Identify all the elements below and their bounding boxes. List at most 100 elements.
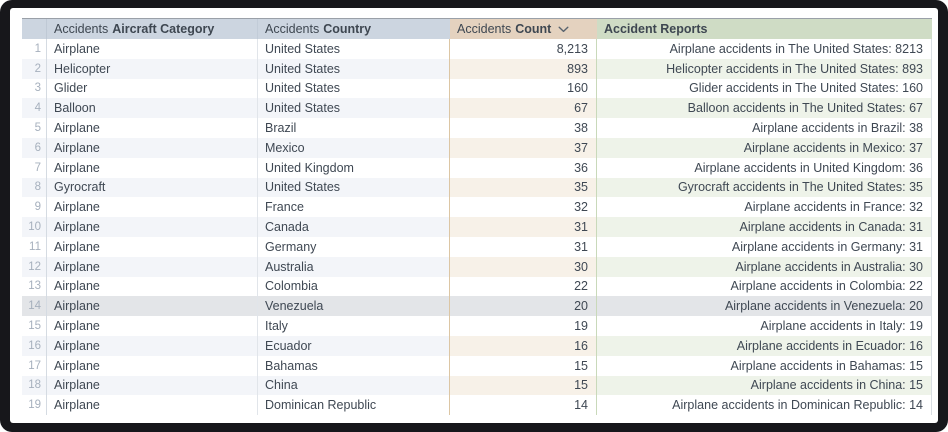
table-row[interactable]: 12 Airplane Australia 30 Airplane accide… bbox=[22, 256, 932, 277]
row-number: 18 bbox=[22, 375, 47, 396]
table-row[interactable]: 8 Gyrocraft United States 35 Gyrocraft a… bbox=[22, 177, 932, 198]
table-row[interactable]: 3 Glider United States 160 Glider accide… bbox=[22, 78, 932, 99]
row-number: 10 bbox=[22, 217, 47, 237]
cell-aircraft-category: Airplane bbox=[47, 375, 258, 396]
column-header-label: Accident Reports bbox=[604, 22, 708, 36]
cell-accident-report: Airplane accidents in Venezuela: 20 bbox=[597, 296, 932, 317]
table-row[interactable]: 19 Airplane Dominican Republic 14 Airpla… bbox=[22, 395, 932, 416]
cell-accident-report: Airplane accidents in Germany: 31 bbox=[597, 236, 932, 257]
cell-country: Australia bbox=[258, 256, 450, 277]
column-header-count[interactable]: Accidents Count bbox=[450, 19, 597, 39]
table-row[interactable]: 1 Airplane United States 8,213 Airplane … bbox=[22, 39, 932, 59]
cell-country: Venezuela bbox=[258, 296, 450, 317]
cell-count: 31 bbox=[450, 217, 597, 237]
cell-count: 37 bbox=[450, 137, 597, 158]
cell-count: 19 bbox=[450, 316, 597, 336]
table-row[interactable]: 2 Helicopter United States 893 Helicopte… bbox=[22, 58, 932, 79]
content-area: Accidents Aircraft Category Accidents Co… bbox=[10, 8, 938, 423]
table-header: Accidents Aircraft Category Accidents Co… bbox=[22, 19, 932, 39]
cell-accident-report: Airplane accidents in France: 32 bbox=[597, 197, 932, 218]
cell-count: 35 bbox=[450, 177, 597, 198]
column-header-aircraft-category[interactable]: Accidents Aircraft Category bbox=[47, 19, 258, 39]
table-row[interactable]: 17 Airplane Bahamas 15 Airplane accident… bbox=[22, 355, 932, 376]
cell-country: United Kingdom bbox=[258, 157, 450, 178]
row-number: 4 bbox=[22, 98, 47, 119]
table-row[interactable]: 16 Airplane Ecuador 16 Airplane accident… bbox=[22, 335, 932, 356]
cell-count: 16 bbox=[450, 335, 597, 356]
cell-country: United States bbox=[258, 58, 450, 79]
cell-accident-report: Balloon accidents in The United States: … bbox=[597, 98, 932, 119]
cell-accident-report: Airplane accidents in Italy: 19 bbox=[597, 316, 932, 336]
cell-aircraft-category: Airplane bbox=[47, 197, 258, 218]
row-number: 19 bbox=[22, 395, 47, 416]
cell-aircraft-category: Airplane bbox=[47, 355, 258, 376]
table-row[interactable]: 6 Airplane Mexico 37 Airplane accidents … bbox=[22, 137, 932, 158]
cell-aircraft-category: Glider bbox=[47, 78, 258, 99]
row-number: 16 bbox=[22, 335, 47, 356]
cell-count: 30 bbox=[450, 256, 597, 277]
column-header-country[interactable]: Accidents Country bbox=[258, 19, 450, 39]
row-number: 17 bbox=[22, 355, 47, 376]
cell-accident-report: Airplane accidents in Bahamas: 15 bbox=[597, 355, 932, 376]
table-row[interactable]: 18 Airplane China 15 Airplane accidents … bbox=[22, 375, 932, 396]
row-number: 15 bbox=[22, 316, 47, 336]
cell-count: 15 bbox=[450, 375, 597, 396]
column-header-label: Aircraft Category bbox=[112, 22, 215, 36]
table-row[interactable]: 14 Airplane Venezuela 20 Airplane accide… bbox=[22, 296, 932, 317]
cell-accident-report: Airplane accidents in United Kingdom: 36 bbox=[597, 157, 932, 178]
column-header-table-prefix: Accidents bbox=[457, 22, 512, 36]
cell-aircraft-category: Airplane bbox=[47, 296, 258, 317]
cell-country: Colombia bbox=[258, 276, 450, 297]
table-row[interactable]: 7 Airplane United Kingdom 36 Airplane ac… bbox=[22, 157, 932, 178]
cell-aircraft-category: Helicopter bbox=[47, 58, 258, 79]
row-number: 1 bbox=[22, 39, 47, 59]
cell-aircraft-category: Airplane bbox=[47, 39, 258, 59]
cell-count: 893 bbox=[450, 58, 597, 79]
cell-country: United States bbox=[258, 98, 450, 119]
table-row[interactable]: 11 Airplane Germany 31 Airplane accident… bbox=[22, 236, 932, 257]
cell-count: 8,213 bbox=[450, 39, 597, 59]
cell-aircraft-category: Airplane bbox=[47, 236, 258, 257]
column-header-accident-reports[interactable]: Accident Reports bbox=[597, 19, 932, 39]
table-row[interactable]: 5 Airplane Brazil 38 Airplane accidents … bbox=[22, 118, 932, 138]
cell-country: United States bbox=[258, 177, 450, 198]
cell-country: France bbox=[258, 197, 450, 218]
cell-count: 14 bbox=[450, 395, 597, 416]
cell-aircraft-category: Gyrocraft bbox=[47, 177, 258, 198]
cell-aircraft-category: Airplane bbox=[47, 276, 258, 297]
table-row[interactable]: 13 Airplane Colombia 22 Airplane acciden… bbox=[22, 276, 932, 297]
cell-count: 67 bbox=[450, 98, 597, 119]
row-number: 13 bbox=[22, 276, 47, 297]
cell-accident-report: Gyrocraft accidents in The United States… bbox=[597, 177, 932, 198]
cell-country: United States bbox=[258, 39, 450, 59]
cell-accident-report: Airplane accidents in Colombia: 22 bbox=[597, 276, 932, 297]
cell-accident-report: Airplane accidents in Brazil: 38 bbox=[597, 118, 932, 138]
row-number-column-header bbox=[22, 19, 47, 39]
table-row[interactable]: 9 Airplane France 32 Airplane accidents … bbox=[22, 197, 932, 218]
cell-aircraft-category: Airplane bbox=[47, 217, 258, 237]
cell-country: Ecuador bbox=[258, 335, 450, 356]
chevron-down-icon[interactable] bbox=[558, 26, 569, 33]
cell-count: 20 bbox=[450, 296, 597, 317]
cell-accident-report: Airplane accidents in The United States:… bbox=[597, 39, 932, 59]
table-row[interactable]: 10 Airplane Canada 31 Airplane accidents… bbox=[22, 217, 932, 237]
cell-aircraft-category: Airplane bbox=[47, 316, 258, 336]
table-row[interactable]: 15 Airplane Italy 19 Airplane accidents … bbox=[22, 316, 932, 336]
cell-country: Italy bbox=[258, 316, 450, 336]
column-header-label: Count bbox=[515, 22, 552, 36]
cell-aircraft-category: Airplane bbox=[47, 118, 258, 138]
cell-aircraft-category: Airplane bbox=[47, 157, 258, 178]
row-number: 9 bbox=[22, 197, 47, 218]
row-number: 8 bbox=[22, 177, 47, 198]
column-header-label: Country bbox=[323, 22, 372, 36]
cell-accident-report: Airplane accidents in Australia: 30 bbox=[597, 256, 932, 277]
cell-aircraft-category: Airplane bbox=[47, 256, 258, 277]
cell-accident-report: Airplane accidents in Canada: 31 bbox=[597, 217, 932, 237]
row-number: 6 bbox=[22, 137, 47, 158]
cell-count: 36 bbox=[450, 157, 597, 178]
cell-count: 32 bbox=[450, 197, 597, 218]
table-row[interactable]: 4 Balloon United States 67 Balloon accid… bbox=[22, 98, 932, 119]
cell-country: Bahamas bbox=[258, 355, 450, 376]
cell-country: Dominican Republic bbox=[258, 395, 450, 416]
